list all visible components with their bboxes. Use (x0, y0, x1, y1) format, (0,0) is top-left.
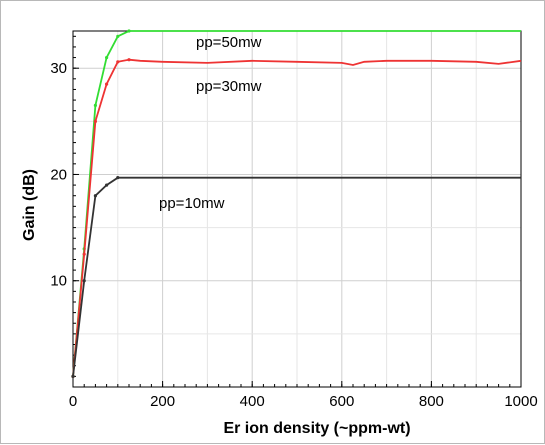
series-line-2 (72, 176, 521, 377)
x-tick-label: 0 (69, 393, 77, 410)
series-point (82, 252, 86, 256)
x-tick-label: 600 (329, 393, 354, 410)
series-line-0 (72, 30, 521, 377)
x-axis: 0 200 400 600 800 1000 (69, 381, 538, 410)
x-tick-label: 800 (419, 393, 444, 410)
series-point (116, 176, 120, 180)
grid (72, 31, 522, 387)
series-point (93, 103, 97, 107)
x-tick-label: 400 (240, 393, 265, 410)
series-label-1: pp=30mw (196, 78, 262, 95)
series-point (116, 34, 120, 38)
series-point (93, 119, 97, 123)
series-labels: pp=50mw pp=30mw pp=10mw (159, 34, 262, 212)
y-tick-label: 20 (50, 166, 67, 183)
series-point (127, 29, 131, 33)
y-axis: 10 20 30 (50, 35, 79, 377)
y-tick-label: 30 (50, 60, 67, 77)
series-label-0: pp=50mw (196, 34, 262, 51)
series-point (116, 60, 120, 64)
series-point (82, 279, 86, 283)
y-tick-label: 10 (50, 273, 67, 290)
series-point (105, 55, 109, 60)
series-label-2: pp=10mw (159, 195, 225, 212)
x-axis-title: Er ion density (~ppm-wt) (223, 420, 410, 437)
y-axis-title: Gain (dB) (21, 169, 38, 241)
series-point (105, 82, 109, 86)
series-group (71, 29, 522, 378)
series-point (105, 183, 109, 187)
x-tick-label: 200 (150, 393, 175, 410)
x-tick-label: 1000 (504, 393, 537, 410)
series-point (93, 194, 97, 198)
series-point (127, 58, 131, 62)
series-point (71, 374, 75, 378)
